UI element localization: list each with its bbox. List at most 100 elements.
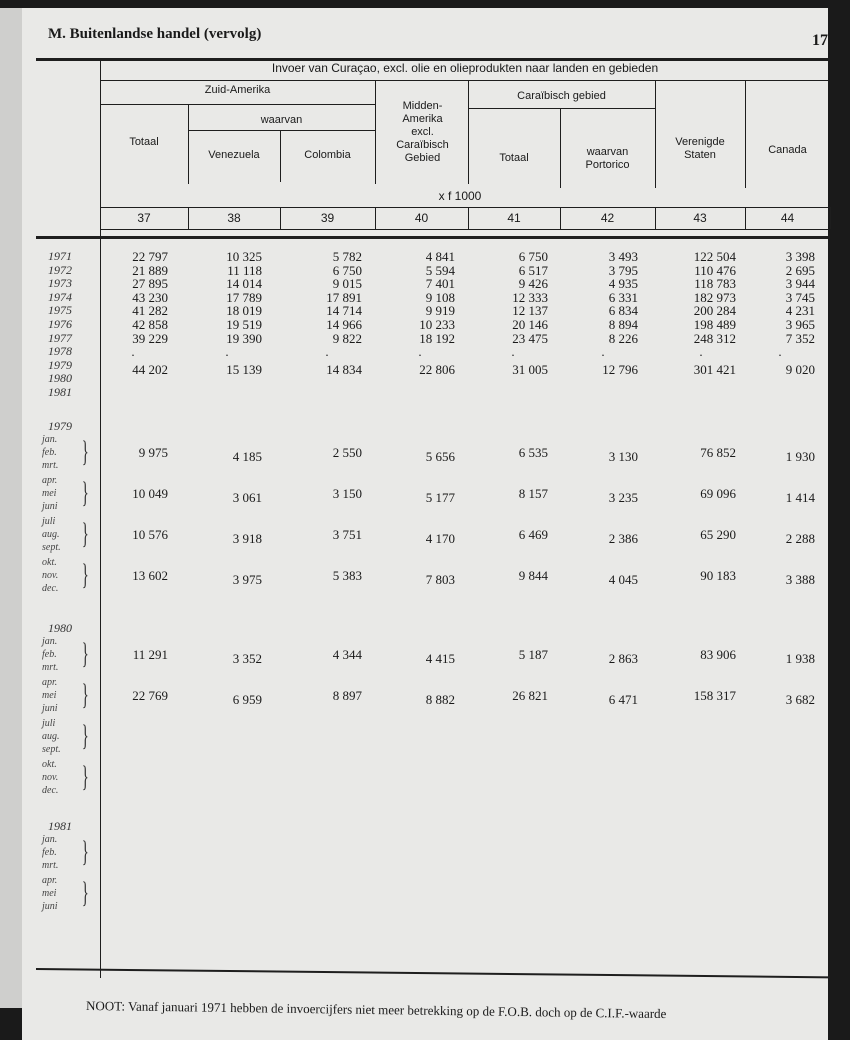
table-cell: 301 421 xyxy=(693,361,736,377)
table-cell: 2 863 xyxy=(608,651,638,666)
table-cell: 18 192 xyxy=(419,330,455,346)
col-line xyxy=(560,108,561,188)
year-label: 1980 xyxy=(48,371,72,386)
year-label: 1980 xyxy=(48,621,72,635)
year-label: 1981 xyxy=(48,385,72,399)
table-cell: 1 414 xyxy=(785,490,815,505)
column-number: 40 xyxy=(414,211,429,225)
table-cell: 200 284 xyxy=(693,303,736,319)
month-label: juli xyxy=(42,516,56,527)
table-cell: 3 398 xyxy=(785,249,815,264)
month-label: aug. xyxy=(42,731,60,742)
table-cell: 2 550 xyxy=(332,445,362,460)
year-label: 1977 xyxy=(48,330,72,345)
year-label: 1978 xyxy=(48,344,72,359)
table-cell: . xyxy=(511,344,515,360)
group-zuid-amerika: Zuid-Amerika xyxy=(204,84,271,96)
table-cell: 7 803 xyxy=(425,572,455,587)
table-cell: 5 782 xyxy=(332,249,362,264)
col-line xyxy=(830,207,831,229)
table-cell: 83 906 xyxy=(700,647,736,662)
year-label: 1975 xyxy=(48,303,72,318)
stub-divider xyxy=(100,58,101,978)
rule xyxy=(100,207,830,208)
table-cell: 9 015 xyxy=(332,276,362,292)
table-cell: 122 504 xyxy=(693,249,736,264)
table-cell: 22 806 xyxy=(419,361,455,377)
table-cell: 6 469 xyxy=(518,527,548,542)
quarter-brace: } xyxy=(81,678,89,711)
year-label: 1974 xyxy=(48,289,72,304)
table-cell: 14 714 xyxy=(326,303,362,319)
table-cell: 21 889 xyxy=(132,262,168,278)
quarter-brace: } xyxy=(81,517,89,550)
rule xyxy=(100,80,830,81)
table-cell: 8 894 xyxy=(608,317,638,332)
table-cell: 6 331 xyxy=(608,289,638,305)
table-cell: 4 415 xyxy=(425,651,455,666)
col-canada: Canada xyxy=(768,144,807,156)
col-carib-totaal: Totaal xyxy=(499,152,529,164)
col-line xyxy=(468,207,469,229)
table-cell: 3 965 xyxy=(785,317,815,332)
table-cell: 182 973 xyxy=(693,289,736,305)
month-label: mrt. xyxy=(42,860,59,871)
month-label: apr. xyxy=(42,677,58,688)
col-line xyxy=(745,80,746,188)
table-cell: 248 312 xyxy=(693,330,736,346)
table-cell: . xyxy=(699,344,703,360)
month-label: jan. xyxy=(42,434,58,445)
table-cell: 9 919 xyxy=(425,303,455,319)
table-cell: 19 519 xyxy=(226,317,262,332)
month-label: juni xyxy=(42,901,58,912)
table-cell: 6 750 xyxy=(332,262,362,278)
table-cell: 11 118 xyxy=(227,262,262,278)
table-cell: 42 858 xyxy=(132,317,168,332)
year-label: 1972 xyxy=(48,262,72,277)
top-rule xyxy=(36,58,830,61)
column-number: 44 xyxy=(780,211,795,225)
table-cell: 3 918 xyxy=(232,531,262,546)
col-line xyxy=(655,207,656,229)
month-label: nov. xyxy=(42,570,59,581)
table-cell: 31 005 xyxy=(512,361,548,377)
table-cell: 20 146 xyxy=(512,317,548,332)
month-label: mei xyxy=(42,488,57,499)
table-cell: 1 930 xyxy=(785,449,815,464)
table-cell: 23 475 xyxy=(512,330,548,346)
month-label: juli xyxy=(42,718,56,729)
table-cell: 3 130 xyxy=(608,449,638,464)
quarter-brace: } xyxy=(81,558,89,591)
table-cell: 12 137 xyxy=(512,303,548,319)
rule xyxy=(468,108,655,109)
table-cell: 158 317 xyxy=(693,688,736,703)
col-verenigde-staten: Verenigde Staten xyxy=(675,136,725,161)
table-cell: 4 841 xyxy=(425,249,455,264)
adjacent-page-edge xyxy=(0,8,24,1008)
col-midden-amerika: Midden-Amerika excl. Caraïbisch Gebied xyxy=(396,100,449,164)
column-number: 43 xyxy=(693,211,707,225)
table-cell: . xyxy=(601,344,605,360)
group-caraibisch: Caraïbisch gebied xyxy=(517,90,606,102)
column-number: 37 xyxy=(137,211,151,225)
year-label: 1979 xyxy=(48,419,72,433)
column-number: 42 xyxy=(600,211,615,225)
table-cell: 14 966 xyxy=(326,317,362,332)
table-cell: 76 852 xyxy=(700,445,736,460)
col-line xyxy=(560,207,561,229)
table-cell: 4 045 xyxy=(608,572,638,587)
group-waarvan: waarvan xyxy=(260,114,303,126)
month-label: apr. xyxy=(42,475,58,486)
month-label: okt. xyxy=(42,759,57,770)
table-cell: 18 019 xyxy=(226,303,262,319)
table-cell: 4 935 xyxy=(608,276,638,292)
col-line xyxy=(375,80,376,184)
month-label: feb. xyxy=(42,447,57,458)
document-page xyxy=(22,8,828,1040)
year-label: 1973 xyxy=(48,276,72,291)
table-cell: 9 975 xyxy=(138,445,168,460)
table-cell: 8 157 xyxy=(518,486,548,501)
col-line xyxy=(188,207,189,229)
month-label: dec. xyxy=(42,785,59,796)
column-number: 41 xyxy=(507,211,521,225)
